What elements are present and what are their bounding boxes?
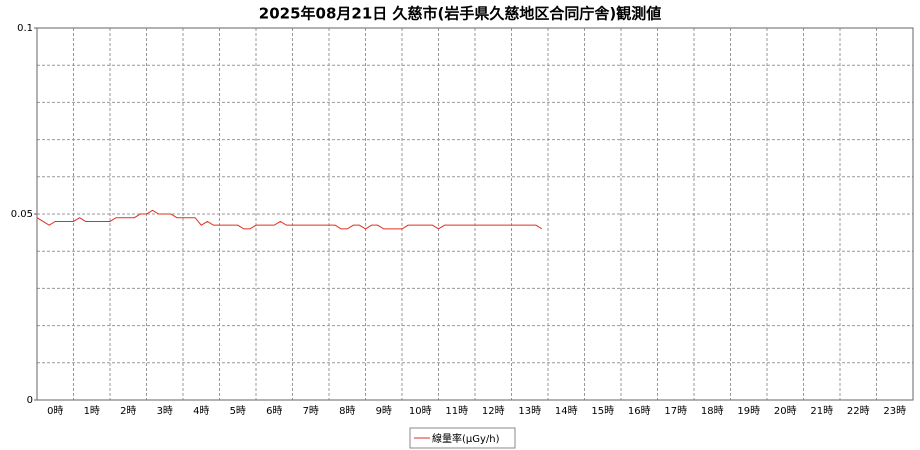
x-tick-label: 0時 [47, 405, 63, 417]
x-tick-label: 14時 [555, 405, 578, 417]
chart-title: 2025年08月21日 久慈市(岩手県久慈地区合同庁舎)観測値 [259, 5, 661, 23]
x-tick-label: 15時 [591, 405, 614, 417]
x-tick-label: 13時 [518, 405, 541, 417]
x-tick-label: 2時 [120, 405, 136, 417]
x-tick-label: 19時 [737, 405, 760, 417]
x-tick-label: 9時 [376, 405, 392, 417]
data-line [36, 209, 543, 230]
x-tick-label: 17時 [664, 405, 687, 417]
x-tick-label: 21時 [810, 405, 833, 417]
legend-label: 線量率(μGy/h) [432, 432, 500, 445]
x-tick-label: 16時 [628, 405, 651, 417]
x-tick-label: 1時 [84, 405, 100, 417]
x-tick-label: 11時 [445, 405, 468, 417]
x-tick-label: 4時 [193, 405, 209, 417]
x-tick-label: 8時 [339, 405, 355, 417]
y-tick-label: 0 [27, 395, 33, 406]
x-tick-label: 18時 [701, 405, 724, 417]
x-tick-label: 5時 [230, 405, 246, 417]
legend-box [409, 427, 516, 449]
x-tick-label: 6時 [266, 405, 282, 417]
x-tick-label: 12時 [482, 405, 505, 417]
x-tick-label: 22時 [847, 405, 870, 417]
x-tick-label: 20時 [774, 405, 797, 417]
y-tick-label: 0.1 [17, 23, 33, 34]
y-tick-label: 0.05 [11, 209, 33, 220]
x-tick-label: 23時 [883, 405, 906, 417]
x-tick-label: 10時 [409, 405, 432, 417]
x-tick-label: 3時 [157, 405, 173, 417]
x-tick-label: 7時 [303, 405, 319, 417]
